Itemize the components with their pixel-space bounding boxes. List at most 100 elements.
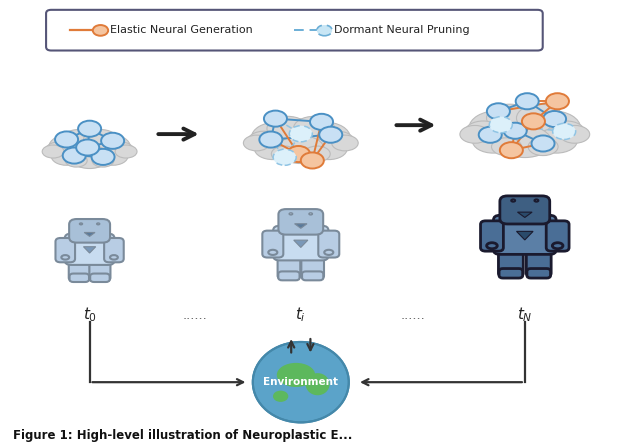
Ellipse shape <box>472 128 514 153</box>
FancyBboxPatch shape <box>278 271 300 280</box>
FancyBboxPatch shape <box>262 231 284 257</box>
Circle shape <box>92 149 115 165</box>
Circle shape <box>301 152 324 169</box>
FancyBboxPatch shape <box>546 221 569 251</box>
Ellipse shape <box>277 363 315 387</box>
Text: Dormant Neural Pruning: Dormant Neural Pruning <box>334 25 470 35</box>
Polygon shape <box>294 240 308 248</box>
Circle shape <box>63 148 86 164</box>
Circle shape <box>531 135 554 152</box>
Circle shape <box>522 114 545 130</box>
Circle shape <box>264 110 287 127</box>
Ellipse shape <box>309 213 312 215</box>
Circle shape <box>546 93 569 110</box>
Polygon shape <box>84 232 95 236</box>
Ellipse shape <box>60 132 120 168</box>
Text: Elastic Neural Generation: Elastic Neural Generation <box>110 25 253 35</box>
Polygon shape <box>294 224 307 228</box>
Ellipse shape <box>534 199 538 202</box>
FancyBboxPatch shape <box>292 226 310 233</box>
FancyBboxPatch shape <box>278 209 323 235</box>
Ellipse shape <box>70 145 109 169</box>
FancyBboxPatch shape <box>527 269 550 278</box>
Ellipse shape <box>498 126 552 157</box>
Ellipse shape <box>310 138 347 160</box>
Circle shape <box>487 103 510 119</box>
Circle shape <box>289 126 312 142</box>
Ellipse shape <box>88 134 131 160</box>
Ellipse shape <box>61 255 69 260</box>
Circle shape <box>78 121 101 137</box>
Circle shape <box>317 25 332 36</box>
Circle shape <box>489 117 512 133</box>
Ellipse shape <box>321 131 354 151</box>
Ellipse shape <box>552 243 563 249</box>
Ellipse shape <box>264 119 338 163</box>
Circle shape <box>504 123 527 139</box>
Ellipse shape <box>465 121 502 143</box>
Ellipse shape <box>255 138 291 160</box>
Text: $t_0$: $t_0$ <box>83 306 97 325</box>
FancyBboxPatch shape <box>70 274 89 282</box>
Ellipse shape <box>252 122 303 152</box>
Ellipse shape <box>271 146 298 162</box>
FancyBboxPatch shape <box>69 219 110 243</box>
Ellipse shape <box>469 110 527 145</box>
FancyBboxPatch shape <box>81 234 98 241</box>
Circle shape <box>76 139 99 156</box>
Ellipse shape <box>516 104 563 132</box>
FancyBboxPatch shape <box>302 271 323 280</box>
Ellipse shape <box>268 250 277 255</box>
FancyBboxPatch shape <box>499 248 524 277</box>
Ellipse shape <box>51 147 82 165</box>
FancyBboxPatch shape <box>68 258 90 281</box>
FancyBboxPatch shape <box>301 253 324 279</box>
Ellipse shape <box>304 146 330 162</box>
Ellipse shape <box>84 130 118 150</box>
Circle shape <box>543 111 566 127</box>
Ellipse shape <box>115 145 137 158</box>
Ellipse shape <box>528 138 558 156</box>
FancyBboxPatch shape <box>273 226 328 261</box>
FancyBboxPatch shape <box>90 274 109 282</box>
Ellipse shape <box>97 147 128 165</box>
Circle shape <box>259 131 282 148</box>
Circle shape <box>553 123 576 139</box>
Ellipse shape <box>92 154 114 167</box>
Circle shape <box>516 93 539 110</box>
Text: Environment: Environment <box>263 377 339 387</box>
Ellipse shape <box>306 373 330 395</box>
Text: $t_i$: $t_i$ <box>295 306 307 325</box>
Ellipse shape <box>486 104 533 132</box>
Ellipse shape <box>110 255 118 260</box>
Ellipse shape <box>79 223 83 225</box>
Text: ......: ...... <box>183 308 207 322</box>
FancyBboxPatch shape <box>65 234 115 265</box>
FancyBboxPatch shape <box>500 196 550 224</box>
Circle shape <box>287 146 310 162</box>
Ellipse shape <box>324 250 333 255</box>
Ellipse shape <box>61 130 96 150</box>
Ellipse shape <box>49 134 92 160</box>
Ellipse shape <box>42 145 64 158</box>
FancyBboxPatch shape <box>278 253 300 279</box>
FancyBboxPatch shape <box>46 10 543 51</box>
Ellipse shape <box>46 142 72 158</box>
Ellipse shape <box>97 223 100 225</box>
Circle shape <box>55 131 78 148</box>
Ellipse shape <box>243 135 270 151</box>
FancyBboxPatch shape <box>499 269 523 278</box>
FancyBboxPatch shape <box>56 238 75 262</box>
Polygon shape <box>516 232 533 240</box>
Ellipse shape <box>460 126 490 143</box>
Ellipse shape <box>548 121 585 143</box>
Text: ......: ...... <box>401 308 425 322</box>
Ellipse shape <box>65 154 87 167</box>
FancyBboxPatch shape <box>104 238 124 262</box>
FancyBboxPatch shape <box>481 221 504 251</box>
Ellipse shape <box>289 213 292 215</box>
Text: Figure 1: High-level illustration of Neuroplastic E...: Figure 1: High-level illustration of Neu… <box>13 429 352 442</box>
Ellipse shape <box>560 126 589 143</box>
Ellipse shape <box>332 135 358 151</box>
Circle shape <box>500 142 523 158</box>
